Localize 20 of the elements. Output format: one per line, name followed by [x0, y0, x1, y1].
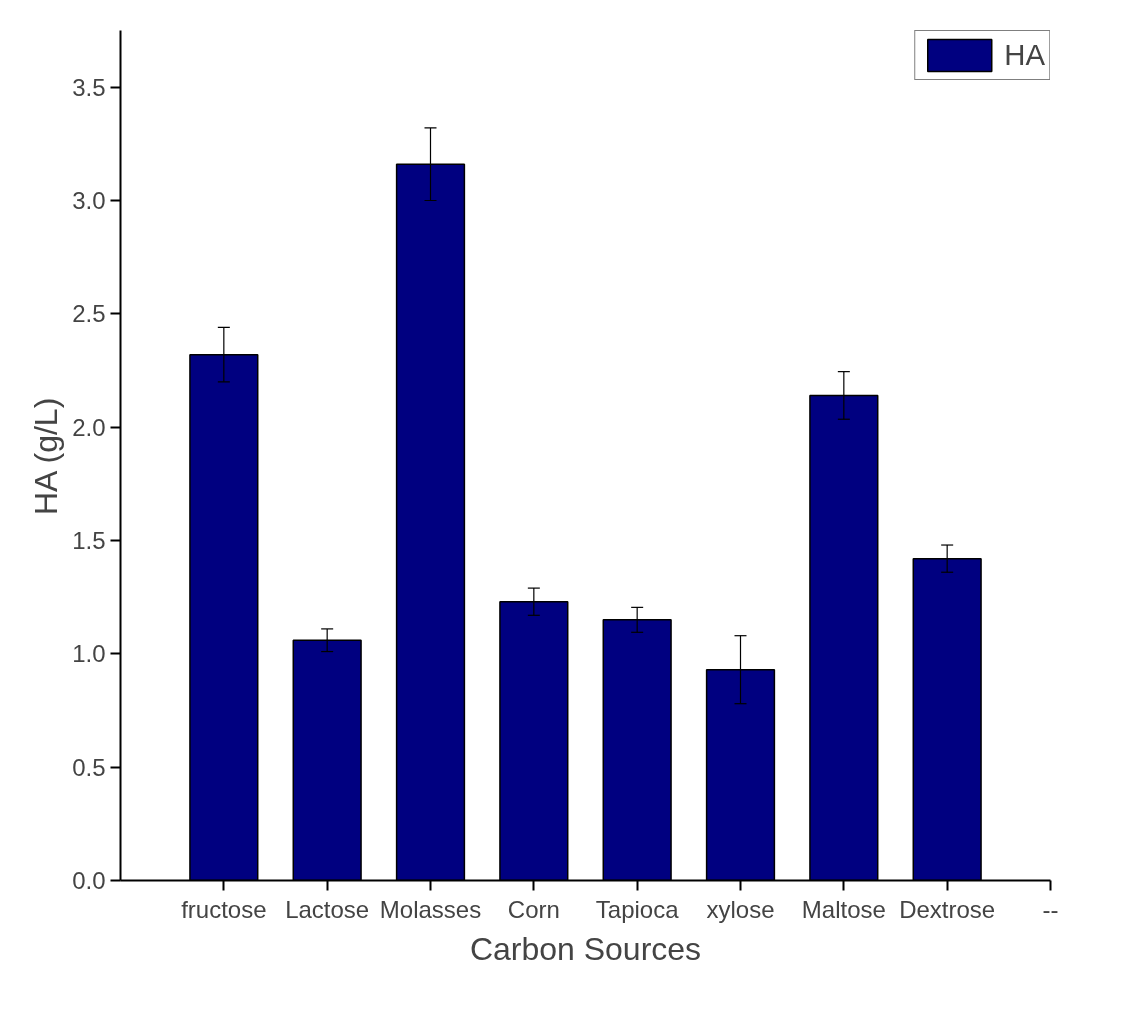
y-tick-label: 2.5 — [72, 300, 106, 328]
x-tick-label: -- — [1042, 895, 1059, 923]
x-tick-label: Corn — [507, 895, 560, 923]
x-tick-label: xylose — [706, 895, 775, 923]
y-tick-label: 3.5 — [72, 73, 106, 101]
y-tick-label: 0.0 — [72, 867, 106, 894]
x-tick-label: Tapioca — [595, 895, 680, 923]
x-tick-label: Lactose — [285, 895, 370, 923]
y-axis-title: HA (g/L) — [28, 397, 65, 516]
x-tick-label: fructose — [181, 895, 267, 923]
x-axis-title: Carbon Sources — [469, 930, 702, 967]
x-tick-label: Maltose — [801, 895, 886, 923]
y-tick-label: 0.5 — [72, 753, 106, 781]
y-tick-label: 1.0 — [72, 640, 106, 668]
y-tick-label: 2.0 — [72, 413, 106, 441]
y-tick-label: 3.0 — [72, 187, 106, 214]
y-tick-label: 1.5 — [72, 527, 106, 554]
x-tick-label: Dextrose — [899, 895, 996, 923]
x-tick-label: Molasses — [379, 895, 482, 923]
legend-label: HA — [1004, 38, 1045, 72]
